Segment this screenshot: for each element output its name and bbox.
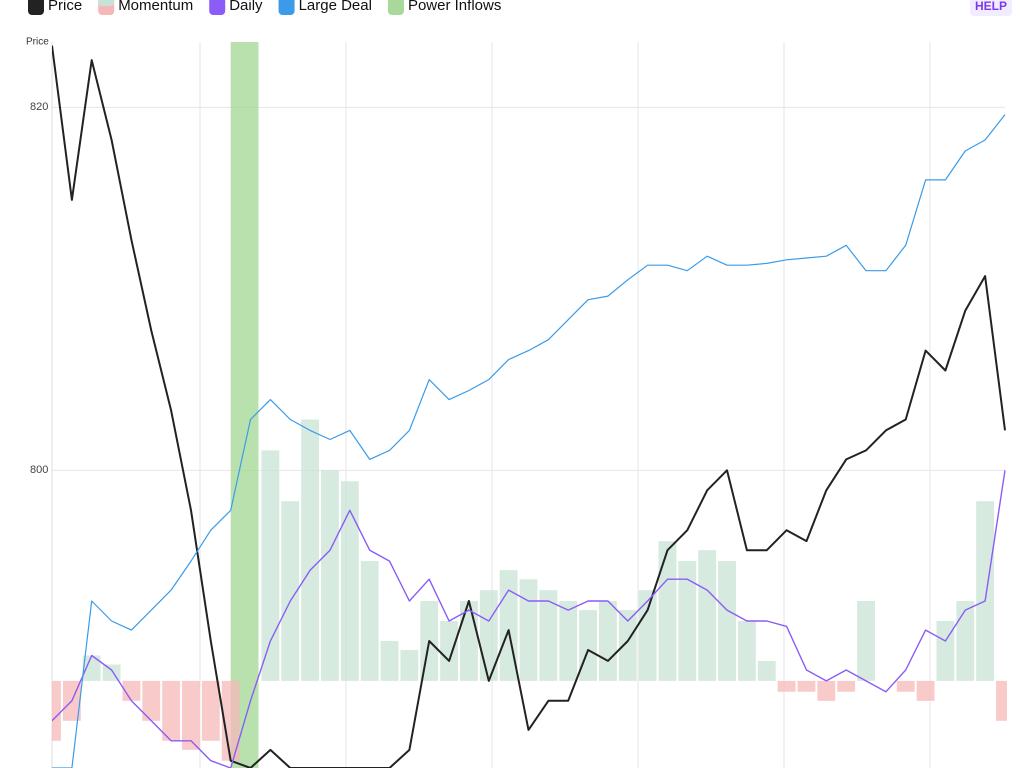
momentum-bar bbox=[321, 470, 339, 681]
legend-swatch bbox=[28, 0, 44, 15]
legend-swatch bbox=[209, 0, 226, 15]
momentum-bar bbox=[440, 620, 459, 681]
momentum-bar bbox=[777, 680, 796, 692]
legend-label: Momentum bbox=[118, 0, 193, 14]
momentum-bar bbox=[559, 601, 578, 681]
momentum-bar bbox=[678, 561, 697, 681]
momentum-bar bbox=[598, 601, 617, 681]
momentum-bar bbox=[817, 680, 836, 701]
momentum-bar bbox=[301, 419, 320, 681]
legend-label: Power Inflows bbox=[408, 0, 501, 14]
momentum-bar bbox=[757, 660, 776, 681]
momentum-bar bbox=[896, 680, 915, 692]
series-line bbox=[52, 470, 1006, 768]
legend-swatch bbox=[98, 0, 115, 6]
momentum-bar bbox=[539, 590, 558, 681]
momentum-bar bbox=[281, 501, 300, 681]
momentum-bar bbox=[380, 640, 399, 681]
momentum-bar bbox=[797, 680, 816, 692]
power-inflow-band bbox=[230, 42, 259, 768]
momentum-bar bbox=[718, 561, 736, 681]
momentum-bar bbox=[658, 541, 677, 681]
momentum-bar bbox=[182, 680, 200, 750]
momentum-bar bbox=[142, 680, 161, 721]
y-tick-label: 800 bbox=[30, 464, 48, 476]
momentum-bar bbox=[261, 450, 280, 681]
momentum-bar bbox=[82, 655, 101, 681]
momentum-bar bbox=[618, 610, 637, 681]
momentum-bar bbox=[857, 601, 875, 681]
momentum-bar bbox=[737, 620, 756, 681]
momentum-bar bbox=[340, 481, 359, 681]
momentum-bar bbox=[400, 650, 419, 681]
momentum-bar bbox=[122, 680, 141, 701]
momentum-bar bbox=[638, 590, 657, 681]
legend-label: Price bbox=[48, 0, 82, 14]
y-axis-label: Price bbox=[26, 37, 49, 48]
momentum-bar bbox=[201, 680, 220, 741]
momentum-bar bbox=[52, 680, 61, 741]
momentum-bar bbox=[698, 550, 717, 681]
momentum-bar bbox=[221, 680, 240, 761]
help-button[interactable]: HELP bbox=[969, 0, 1012, 16]
momentum-bar bbox=[976, 501, 995, 681]
momentum-bar bbox=[579, 610, 597, 681]
series-line bbox=[52, 114, 1006, 768]
momentum-bar bbox=[996, 680, 1007, 721]
momentum-bar bbox=[956, 601, 975, 681]
momentum-bar bbox=[162, 680, 181, 741]
momentum-bar bbox=[837, 680, 856, 692]
momentum-bar bbox=[519, 579, 538, 681]
legend-swatch bbox=[387, 0, 404, 15]
series-line bbox=[52, 45, 1006, 768]
momentum-bar bbox=[916, 680, 935, 701]
momentum-bar bbox=[360, 561, 379, 681]
legend-label: Large Deal bbox=[299, 0, 372, 14]
legend-swatch bbox=[278, 0, 295, 15]
momentum-bar bbox=[936, 620, 955, 681]
legend-label: Daily bbox=[229, 0, 263, 14]
y-tick-label: 820 bbox=[30, 101, 48, 113]
